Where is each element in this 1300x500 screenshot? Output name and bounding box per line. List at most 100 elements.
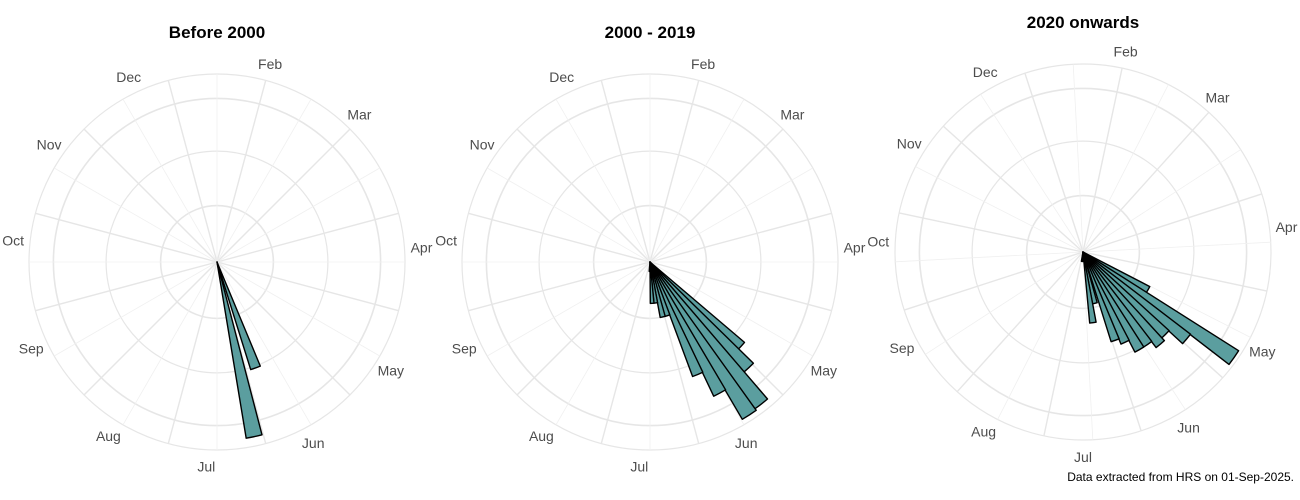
chart-title: Before 2000: [169, 23, 265, 42]
grid-spoke: [1082, 251, 1268, 292]
month-label-feb: Feb: [258, 56, 282, 72]
polar-grid: [461, 73, 839, 451]
month-label-jul: Jul: [630, 459, 648, 475]
month-label-dec: Dec: [116, 69, 141, 85]
grid-spoke: [942, 125, 1084, 253]
data-source-caption: Data extracted from HRS on 01-Sep-2025.: [1067, 470, 1294, 484]
grid-spoke: [83, 261, 218, 396]
grid-spoke: [1082, 111, 1210, 253]
grid-spoke: [1082, 193, 1263, 253]
grid-minor-spoke: [1082, 84, 1169, 253]
month-label-feb: Feb: [691, 56, 715, 72]
month-label-oct: Oct: [2, 233, 24, 249]
month-label-may: May: [811, 363, 837, 379]
grid-spoke: [216, 261, 351, 396]
grid-minor-spoke: [649, 261, 813, 357]
month-label-jul: Jul: [1074, 449, 1092, 465]
grid-minor-spoke: [555, 261, 651, 425]
grid-circle: [894, 63, 1272, 441]
month-label-feb: Feb: [1114, 44, 1138, 60]
month-label-aug: Aug: [529, 428, 554, 444]
month-label-mar: Mar: [1205, 89, 1229, 105]
grid-spoke: [516, 128, 651, 263]
bar-9: [1082, 251, 1120, 343]
grid-minor-spoke: [216, 98, 312, 263]
month-label-jul: Jul: [197, 459, 215, 475]
month-label-mar: Mar: [347, 107, 371, 123]
chart-title: 2000 - 2019: [605, 23, 696, 42]
grid-minor-spoke: [649, 98, 745, 263]
polar-grid: [894, 63, 1272, 441]
grid-spoke: [649, 212, 832, 263]
grid-minor-spoke: [649, 167, 813, 263]
grid-spoke: [216, 128, 351, 263]
grid-minor-spoke: [122, 98, 218, 263]
month-label-nov: Nov: [897, 135, 922, 151]
grid-spoke: [600, 261, 651, 444]
grid-minor-spoke: [53, 261, 218, 357]
bar-8: [1082, 251, 1130, 345]
grid-circle: [1025, 194, 1141, 310]
grid-minor-spoke: [53, 167, 218, 263]
grid-circle: [971, 140, 1195, 364]
polar-chart-1: Before 2000 Dec Feb Mar Apr May Jun Jul Aug Sep Oc…: [2, 23, 433, 475]
bars: [648, 261, 769, 420]
grid-minor-spoke: [997, 251, 1084, 420]
month-label-may: May: [1249, 343, 1275, 359]
month-label-aug: Aug: [971, 423, 996, 439]
grid-minor-spoke: [980, 94, 1084, 253]
month-label-sep: Sep: [890, 340, 915, 356]
grid-spoke: [649, 128, 784, 263]
month-label-apr: Apr: [1276, 219, 1298, 235]
month-label-may: May: [378, 363, 404, 379]
grid-minor-spoke: [915, 166, 1084, 253]
month-label-nov: Nov: [37, 136, 62, 152]
grid-spoke: [35, 212, 218, 263]
grid-spoke: [216, 261, 399, 312]
grid-spoke: [600, 80, 651, 263]
month-label-apr: Apr: [411, 240, 433, 256]
month-label-dec: Dec: [973, 64, 998, 80]
grid-spoke: [649, 261, 832, 312]
month-label-aug: Aug: [96, 428, 121, 444]
bars: [216, 261, 263, 439]
grid-minor-spoke: [1082, 149, 1241, 253]
grid-minor-spoke: [487, 261, 651, 357]
grid-spoke: [167, 261, 218, 444]
polar-chart-3: 2020 onwards Dec Feb Mar Apr May Jun Jul Aug Sep O…: [867, 13, 1297, 465]
month-label-jun: Jun: [302, 435, 325, 451]
month-labels: Dec Feb Mar Apr May Jun Jul Aug Sep Oct Nov: [867, 44, 1297, 466]
grid-spoke: [516, 261, 651, 396]
grid-minor-spoke: [216, 167, 380, 263]
bar-3: [1082, 251, 1192, 345]
bar-14: [1080, 251, 1084, 263]
month-label-sep: Sep: [452, 341, 477, 357]
bar-11: [1082, 251, 1097, 324]
bar-11: [648, 261, 651, 273]
month-label-sep: Sep: [19, 341, 44, 357]
grid-circle: [918, 87, 1248, 417]
polar-chart-2: 2000 - 2019 Dec Feb Mar Apr May Jun Jul Aug Sep Oc…: [435, 23, 866, 475]
grid-spoke: [649, 80, 700, 263]
grid-minor-spoke: [925, 251, 1084, 355]
grid-spoke: [167, 80, 218, 263]
month-label-mar: Mar: [780, 107, 804, 123]
bar-2: [1082, 251, 1240, 366]
grid-spoke: [216, 212, 399, 263]
grid-minor-spoke: [1082, 251, 1094, 440]
grid-minor-spoke: [216, 261, 312, 425]
grid-minor-spoke: [216, 261, 380, 357]
month-label-dec: Dec: [549, 69, 574, 85]
bar-3: [216, 261, 263, 439]
grid-spoke: [35, 261, 218, 312]
grid-minor-spoke: [1082, 241, 1271, 253]
grid-spoke: [216, 80, 267, 263]
month-label-oct: Oct: [435, 233, 457, 249]
bar-6: [649, 261, 704, 378]
grid-spoke: [1082, 67, 1123, 253]
bars: [1080, 251, 1240, 366]
chart-title: 2020 onwards: [1027, 13, 1139, 32]
grid-spoke: [468, 212, 651, 263]
grid-spoke: [898, 212, 1084, 253]
